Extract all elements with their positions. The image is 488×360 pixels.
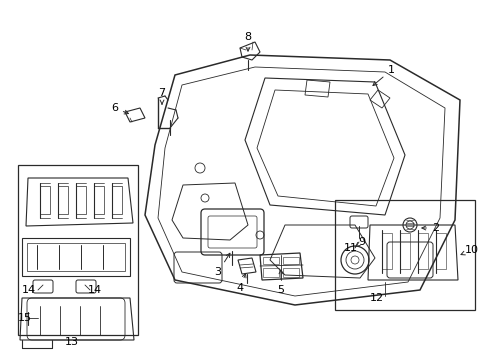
Bar bbox=[381, 233, 391, 269]
Bar bbox=[283, 268, 298, 277]
Text: 12: 12 bbox=[369, 293, 384, 303]
Bar bbox=[18, 165, 138, 335]
Bar bbox=[58, 186, 68, 214]
Bar bbox=[40, 186, 50, 214]
Bar bbox=[263, 268, 279, 277]
Text: 14: 14 bbox=[22, 285, 36, 295]
Text: 8: 8 bbox=[244, 32, 251, 51]
Text: 1: 1 bbox=[372, 65, 394, 86]
Text: 2: 2 bbox=[421, 223, 438, 233]
Text: 7: 7 bbox=[158, 88, 165, 104]
Text: 11: 11 bbox=[343, 243, 357, 253]
Bar bbox=[417, 233, 427, 269]
Text: 14: 14 bbox=[88, 285, 102, 295]
Text: 13: 13 bbox=[65, 337, 79, 347]
Text: 10: 10 bbox=[460, 245, 478, 255]
Text: 15: 15 bbox=[18, 313, 32, 323]
Text: 3: 3 bbox=[214, 253, 229, 277]
Bar bbox=[263, 257, 279, 264]
Bar bbox=[27, 243, 125, 271]
Bar bbox=[112, 186, 122, 214]
Bar bbox=[94, 186, 104, 214]
Bar bbox=[76, 186, 86, 214]
Text: 9: 9 bbox=[354, 237, 365, 247]
Bar bbox=[334, 200, 474, 310]
Bar bbox=[399, 233, 409, 269]
Text: 5: 5 bbox=[277, 270, 284, 295]
Bar bbox=[283, 257, 298, 264]
Bar bbox=[435, 233, 445, 269]
Text: 6: 6 bbox=[111, 103, 128, 114]
Text: 4: 4 bbox=[236, 274, 245, 293]
